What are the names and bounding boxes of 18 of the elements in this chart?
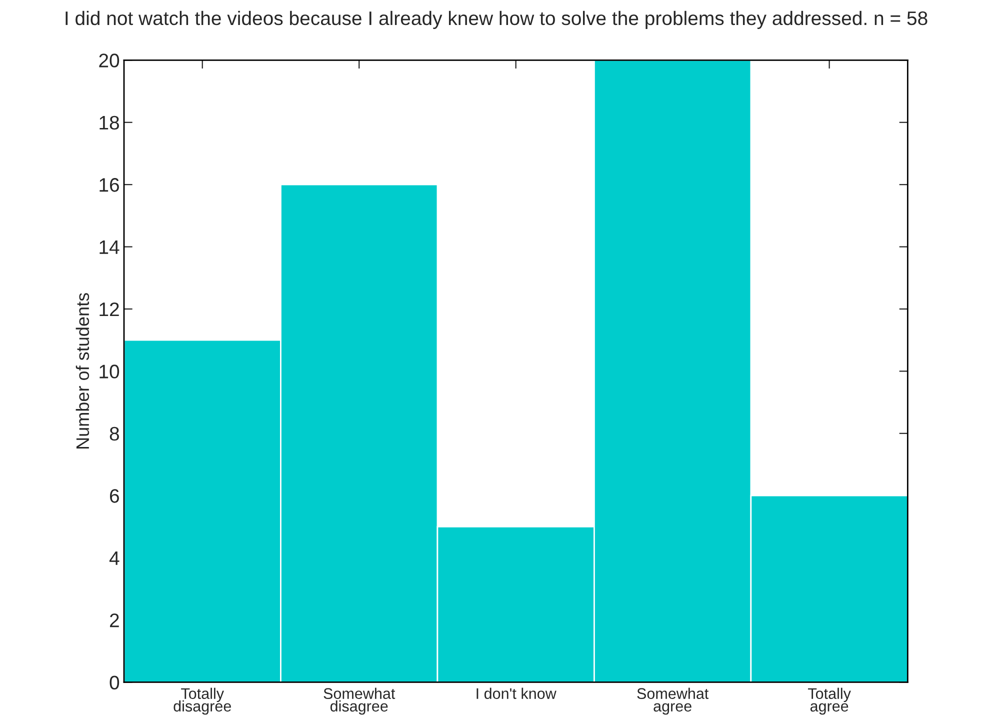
y-tick-label: 10	[100, 364, 120, 378]
x-tick-label: I don't know	[476, 688, 556, 700]
y-tick-label: 16	[100, 178, 119, 192]
y-tick-label: 2	[110, 613, 119, 628]
y-tick-label: 18	[100, 116, 119, 130]
y-axis-title: Number of students	[76, 293, 90, 448]
y-tick-label: 0	[110, 676, 120, 690]
x-tick-label: Totally agree	[808, 688, 851, 715]
x-tick-label: Somewhat disagree	[324, 688, 396, 715]
y-tick-label: 8	[110, 426, 119, 441]
y-tick-label: 12	[100, 302, 119, 316]
y-tick-label: 6	[110, 489, 119, 503]
x-tick-label: Somewhat agree	[637, 688, 709, 715]
x-tick-label: Totally disagree	[174, 688, 231, 715]
y-tick-label: 4	[109, 551, 120, 565]
y-tick-label: 14	[100, 240, 120, 254]
y-tick-label: 20	[99, 54, 120, 68]
chart-title: I did not watch the videos because I already knew how to solve the problems they addressed. n = 58	[66, 10, 928, 29]
